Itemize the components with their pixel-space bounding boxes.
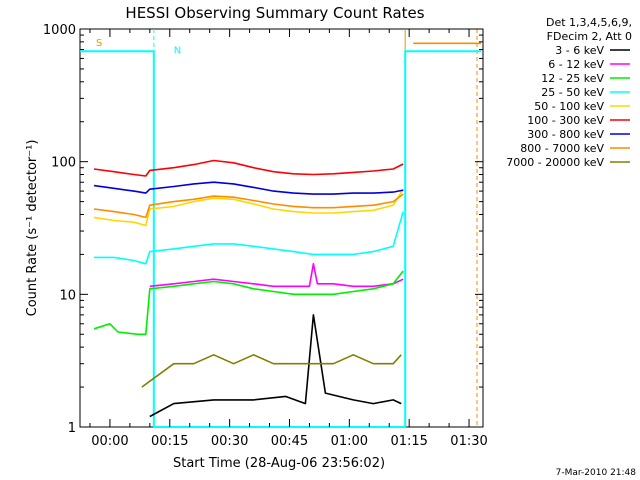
footer-timestamp: 7-Mar-2010 21:48 bbox=[556, 468, 637, 478]
legend-label: 50 - 100 keV bbox=[534, 100, 604, 113]
axes-layer: 00:00 00:15 00:30 00:45 01:00 01:15 01:30 1 10 10… bbox=[43, 23, 488, 449]
x-tick-label: 00:45 bbox=[271, 434, 308, 449]
series-layer: SN bbox=[80, 29, 481, 428]
x-axis-label: Start Time (28-Aug-06 23:56:02) bbox=[173, 456, 385, 471]
plot-frame bbox=[79, 28, 484, 428]
legend-label: 3 - 6 keV bbox=[555, 44, 604, 57]
y-axis-label: Count Rate (s⁻¹ detector⁻¹) bbox=[25, 140, 40, 317]
legend-label: 7000 - 20000 keV bbox=[506, 156, 604, 169]
y-tick-label: 1 bbox=[68, 421, 76, 436]
x-tick-label: 01:15 bbox=[390, 434, 427, 449]
x-tick-label: 01:30 bbox=[450, 434, 487, 449]
legend-label: 800 - 7000 keV bbox=[520, 142, 604, 155]
legend-label: 6 - 12 keV bbox=[548, 58, 604, 71]
observing-state-line bbox=[80, 50, 481, 428]
series-50-100-kev bbox=[93, 188, 404, 227]
legend: Det 1,3,4,5,6,9,FDecim 2, Att 03 - 6 keV… bbox=[506, 16, 632, 169]
x-tick-label: 00:15 bbox=[151, 434, 188, 449]
y-tick-label: 1000 bbox=[43, 23, 76, 38]
series-25-50-kev bbox=[94, 211, 404, 265]
legend-label: 25 - 50 keV bbox=[541, 86, 604, 99]
series-6-12-kev bbox=[149, 263, 404, 288]
series-12-25-kev bbox=[93, 270, 404, 336]
legend-label: 300 - 800 keV bbox=[527, 128, 604, 141]
series-800-7000-kev bbox=[93, 42, 481, 219]
legend-header: FDecim 2, Att 0 bbox=[547, 30, 632, 43]
legend-label: 12 - 25 keV bbox=[541, 72, 604, 85]
annotation-n: N bbox=[174, 46, 181, 57]
legend-header: Det 1,3,4,5,6,9, bbox=[546, 16, 632, 29]
series-100-300-kev bbox=[93, 159, 404, 177]
chart-title: HESSI Observing Summary Count Rates bbox=[125, 4, 424, 22]
x-tick-label: 00:00 bbox=[91, 434, 128, 449]
x-tick-label: 00:30 bbox=[211, 434, 248, 449]
legend-label: 100 - 300 keV bbox=[527, 114, 604, 127]
y-tick-label: 100 bbox=[51, 156, 76, 171]
y-tick-label: 10 bbox=[59, 288, 76, 303]
annotation-s: S bbox=[96, 38, 102, 49]
series-3-6-kev bbox=[149, 314, 402, 418]
series-7000-20000-kev bbox=[141, 354, 402, 388]
series-300-800-kev bbox=[93, 181, 404, 195]
x-tick-label: 01:00 bbox=[331, 434, 368, 449]
